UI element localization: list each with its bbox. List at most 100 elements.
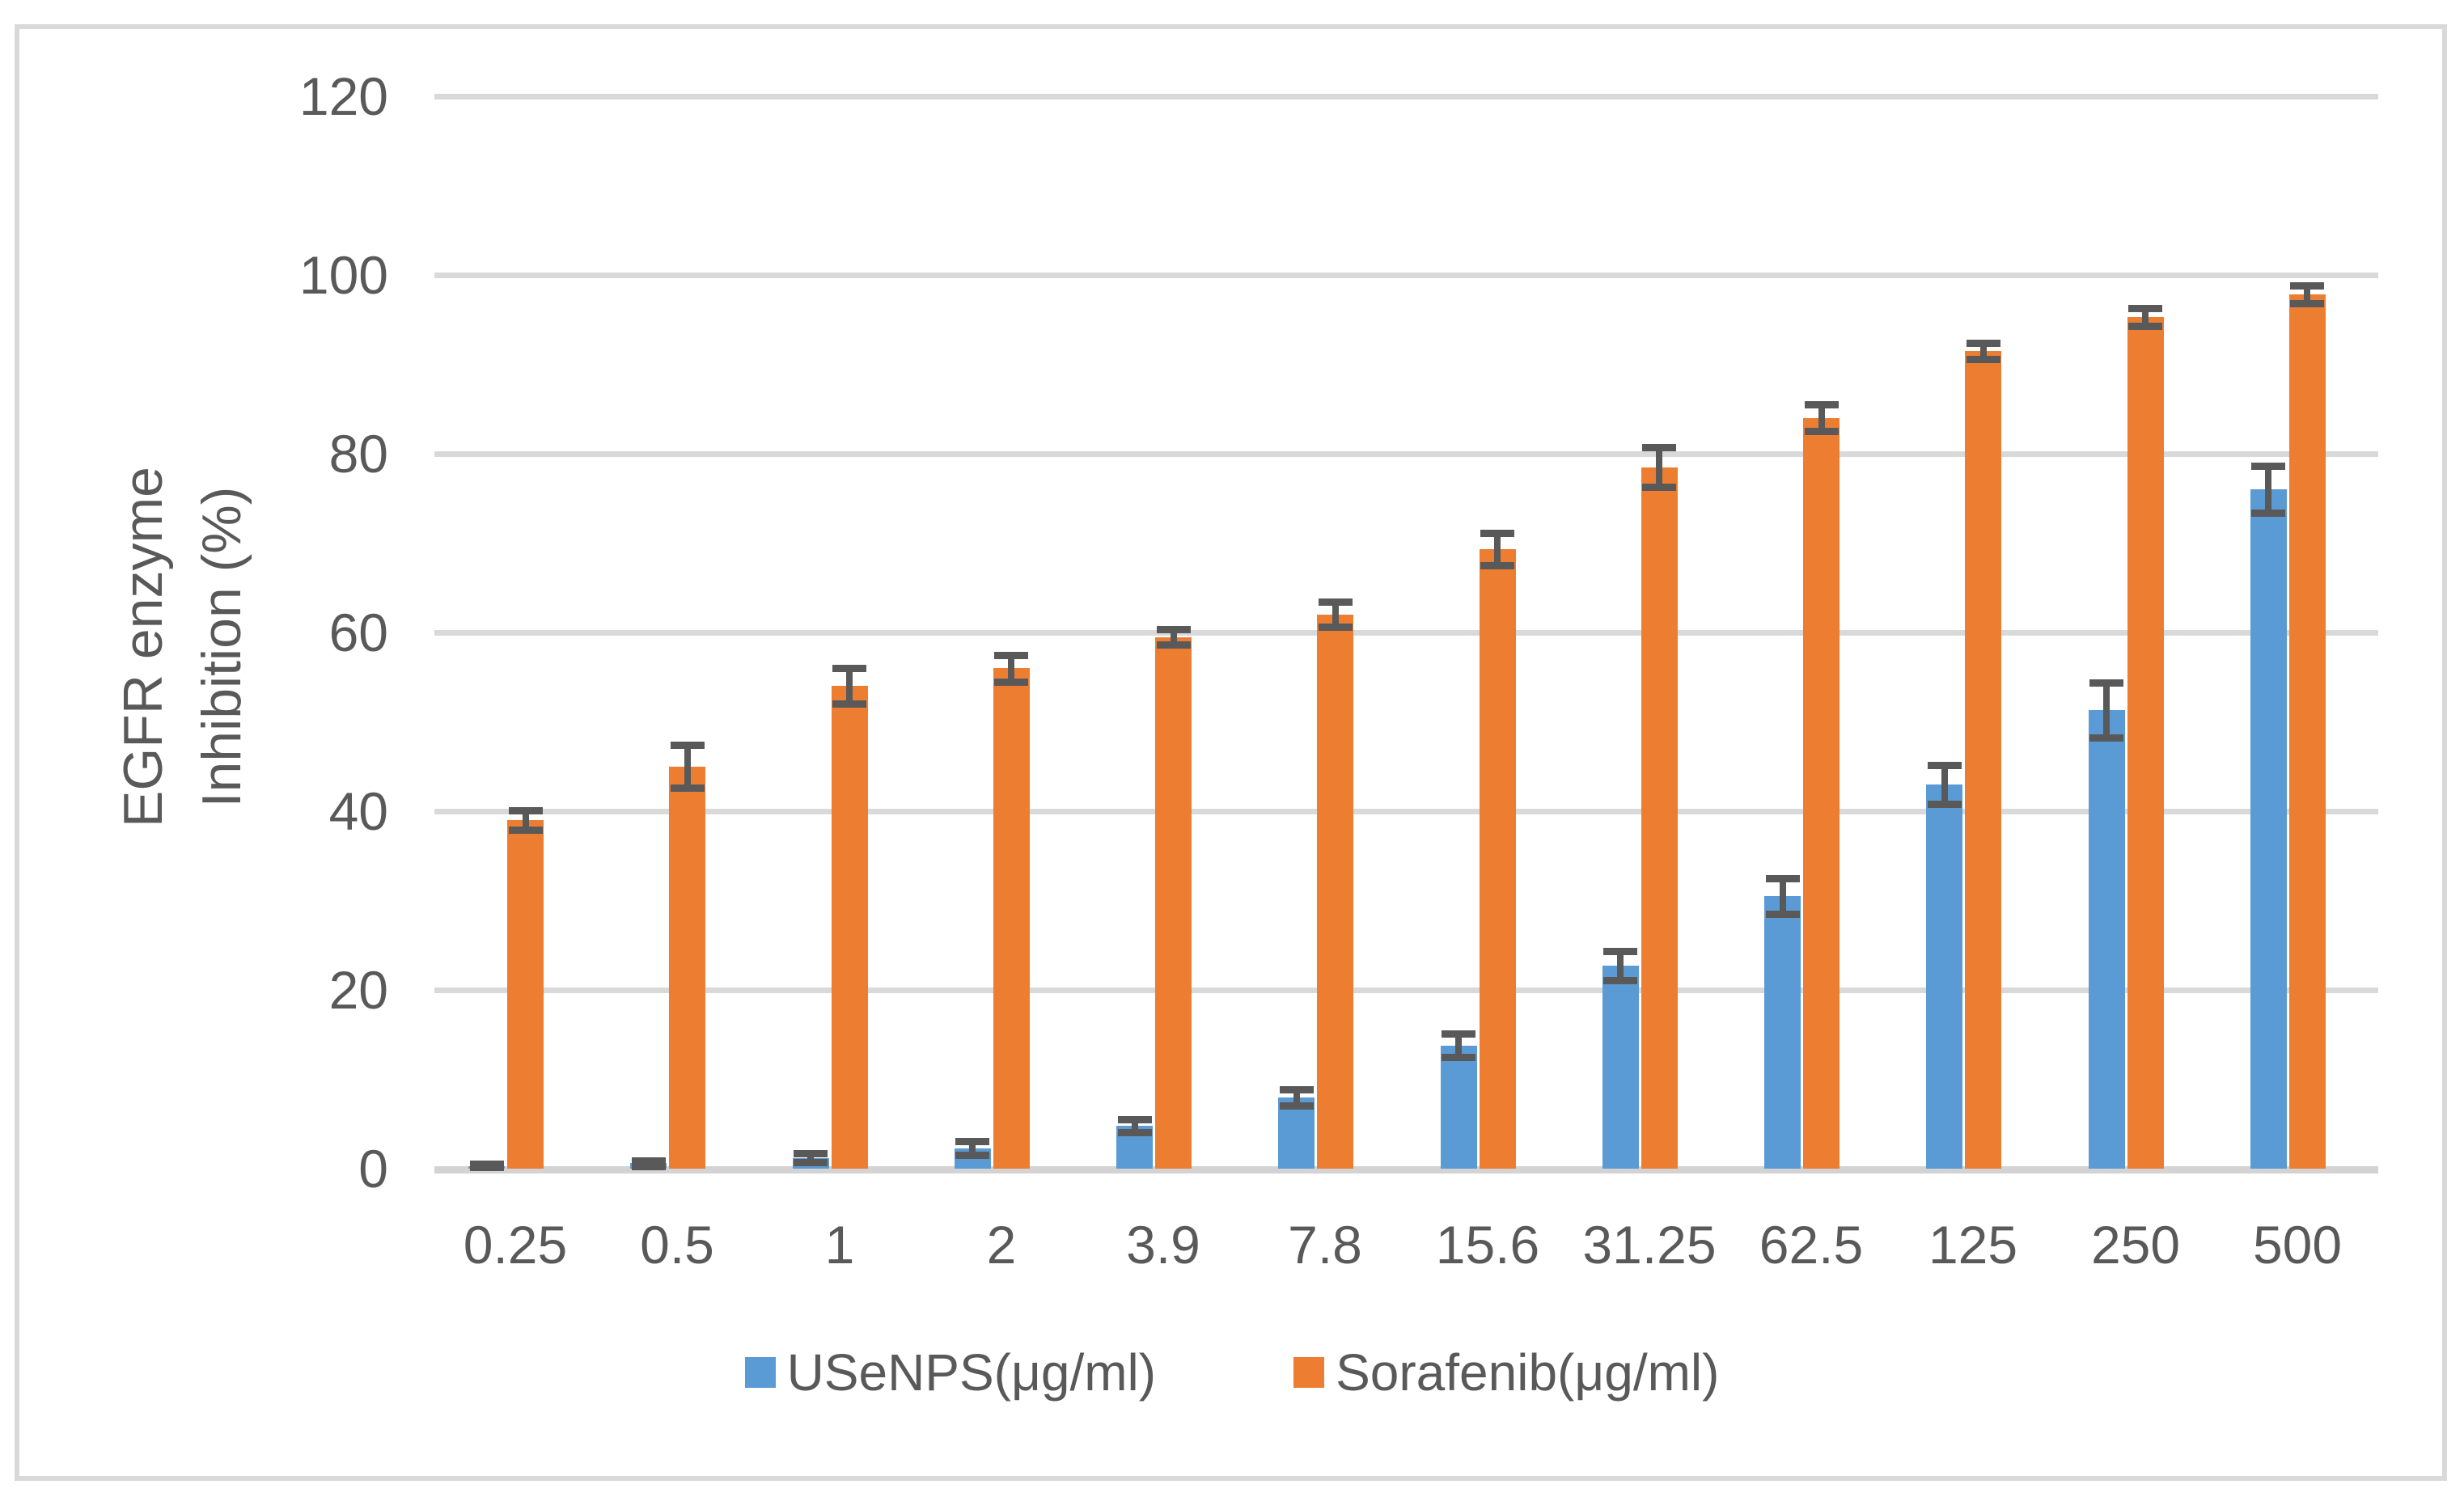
error-bar-whisker: [846, 668, 853, 704]
x-category-label: 125: [1928, 1215, 2018, 1275]
bar-sorafenib: [832, 686, 868, 1169]
error-bar-bottom-cap: [2251, 510, 2285, 517]
error-bar-top-cap: [1642, 444, 1676, 451]
error-bar-top-cap: [1805, 401, 1839, 408]
bar-usenps: [2250, 489, 2287, 1169]
error-bar-bottom-cap: [1480, 562, 1514, 569]
error-bar-whisker: [2142, 308, 2149, 326]
y-tick-label: 60: [328, 603, 388, 662]
error-bar-top-cap: [2251, 463, 2285, 470]
legend-item-usenps: USeNPS(μg/ml): [744, 1343, 1157, 1402]
x-category-label: 2: [986, 1215, 1017, 1275]
error-bar-whisker: [969, 1141, 976, 1156]
error-bar-whisker: [2103, 683, 2110, 738]
error-bar-top-cap: [994, 652, 1028, 659]
bar-sorafenib: [669, 767, 705, 1169]
x-category-label: 7.8: [1288, 1215, 1362, 1275]
error-bar-top-cap: [632, 1157, 666, 1165]
error-bar-whisker: [1293, 1089, 1300, 1106]
error-bar-bottom-cap: [470, 1164, 504, 1171]
gridline: [434, 987, 2378, 993]
error-bar-top-cap: [1442, 1030, 1475, 1038]
error-bar-top-cap: [2089, 679, 2123, 687]
error-bar-top-cap: [794, 1150, 828, 1157]
error-bar-whisker: [1980, 343, 1987, 359]
error-bar-whisker: [807, 1153, 814, 1162]
error-bar-whisker: [1455, 1034, 1462, 1057]
error-bar-whisker: [1171, 629, 1177, 645]
x-category-label: 15.6: [1435, 1215, 1540, 1275]
error-bar-bottom-cap: [1603, 977, 1637, 984]
y-tick-label: 80: [328, 424, 388, 484]
error-bar-top-cap: [1967, 340, 2000, 347]
error-bar-whisker: [1818, 404, 1825, 431]
error-bar-bottom-cap: [1928, 801, 1962, 808]
error-bar-whisker: [523, 810, 529, 830]
error-bar-whisker: [1008, 655, 1014, 682]
gridline: [434, 1166, 2378, 1173]
gridline: [434, 273, 2378, 278]
error-bar-bottom-cap: [955, 1152, 989, 1159]
bar-sorafenib: [993, 668, 1030, 1169]
error-bar-whisker: [2304, 285, 2310, 303]
error-bar-whisker: [1656, 447, 1662, 487]
legend: USeNPS(μg/ml) Sorafenib(μg/ml): [0, 1344, 2464, 1401]
legend-label: USeNPS(μg/ml): [786, 1343, 1157, 1402]
legend-swatch: [1293, 1357, 1325, 1388]
legend-swatch: [744, 1357, 776, 1388]
x-category-label: 1: [824, 1215, 855, 1275]
y-axis-title-line2: Inhibition (%): [191, 486, 252, 808]
error-bar-whisker: [1332, 602, 1339, 627]
error-bar-bottom-cap: [1766, 911, 1800, 918]
error-bar-whisker: [1494, 533, 1501, 565]
y-tick-label: 0: [358, 1139, 388, 1199]
error-bar-bottom-cap: [994, 679, 1028, 686]
error-bar-whisker: [684, 745, 691, 788]
error-bar-bottom-cap: [2128, 323, 2162, 330]
bar-usenps: [2089, 710, 2125, 1169]
error-bar-bottom-cap: [2290, 300, 2324, 307]
bar-sorafenib: [2127, 317, 2164, 1169]
error-bar-whisker: [1780, 878, 1786, 914]
error-bar-top-cap: [1319, 598, 1353, 606]
error-bar-top-cap: [1118, 1116, 1152, 1123]
error-bar-whisker: [1941, 765, 1948, 805]
bar-usenps: [1441, 1046, 1477, 1169]
y-tick-label: 120: [298, 66, 388, 126]
bar-usenps: [1602, 966, 1639, 1169]
error-bar-top-cap: [671, 742, 705, 749]
error-bar-bottom-cap: [1118, 1129, 1152, 1136]
error-bar-top-cap: [1480, 530, 1514, 537]
error-bar-top-cap: [1157, 626, 1191, 633]
x-category-label: 3.9: [1126, 1215, 1200, 1275]
bar-usenps: [1764, 896, 1801, 1169]
error-bar-top-cap: [2290, 282, 2324, 290]
bar-sorafenib: [1803, 418, 1840, 1169]
x-category-label: 250: [2090, 1215, 2181, 1275]
error-bar-top-cap: [832, 665, 866, 672]
error-bar-bottom-cap: [1280, 1102, 1314, 1110]
error-bar-bottom-cap: [509, 827, 543, 834]
gridline: [434, 451, 2378, 457]
error-bar-top-cap: [1603, 948, 1637, 955]
error-bar-top-cap: [1928, 762, 1962, 769]
y-axis-title: EGFR enzyme Inhibition (%): [104, 467, 261, 827]
legend-item-sorafenib: Sorafenib(μg/ml): [1293, 1344, 1719, 1401]
x-category-label: 500: [2252, 1215, 2343, 1275]
error-bar-bottom-cap: [1805, 428, 1839, 435]
error-bar-bottom-cap: [832, 700, 866, 708]
y-tick-label: 100: [298, 245, 388, 305]
error-bar-bottom-cap: [794, 1159, 828, 1166]
error-bar-whisker: [2265, 466, 2271, 512]
bar-sorafenib: [507, 820, 544, 1169]
error-bar-bottom-cap: [1442, 1054, 1475, 1061]
error-bar-top-cap: [1280, 1086, 1314, 1093]
error-bar-bottom-cap: [1319, 624, 1353, 631]
chart-frame: [15, 24, 2447, 1481]
error-bar-bottom-cap: [671, 784, 705, 792]
error-bar-top-cap: [2128, 305, 2162, 312]
error-bar-top-cap: [509, 807, 543, 814]
bar-sorafenib: [1965, 351, 2001, 1169]
gridline: [434, 630, 2378, 636]
